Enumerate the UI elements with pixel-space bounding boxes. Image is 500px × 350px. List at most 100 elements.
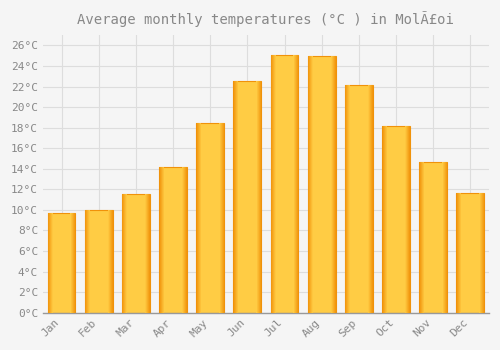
Bar: [108, 210, 109, 313]
Bar: [456, 194, 457, 313]
Bar: [443, 162, 444, 313]
Bar: [182, 167, 183, 313]
Bar: [70, 213, 71, 313]
Bar: [422, 162, 423, 313]
Bar: [196, 122, 224, 313]
Bar: [219, 122, 220, 313]
Bar: [309, 56, 310, 313]
Bar: [295, 55, 296, 313]
Bar: [161, 167, 162, 313]
Bar: [197, 122, 198, 313]
Bar: [71, 213, 72, 313]
Bar: [109, 210, 110, 313]
Bar: [371, 84, 372, 313]
Bar: [126, 195, 127, 313]
Bar: [405, 126, 406, 313]
Bar: [89, 210, 90, 313]
Bar: [333, 56, 334, 313]
Bar: [256, 82, 257, 313]
Bar: [236, 82, 237, 313]
Bar: [460, 194, 461, 313]
Bar: [482, 194, 483, 313]
Bar: [125, 195, 126, 313]
Bar: [147, 195, 148, 313]
Title: Average monthly temperatures (°C ) in MolÃ£oi: Average monthly temperatures (°C ) in Mo…: [78, 11, 454, 27]
Bar: [382, 126, 410, 313]
Bar: [385, 126, 386, 313]
Bar: [87, 210, 88, 313]
Bar: [146, 195, 147, 313]
Bar: [196, 122, 197, 313]
Bar: [311, 56, 312, 313]
Bar: [459, 194, 460, 313]
Bar: [308, 56, 309, 313]
Bar: [297, 55, 298, 313]
Bar: [419, 162, 447, 313]
Bar: [111, 210, 112, 313]
Bar: [308, 56, 336, 313]
Bar: [237, 82, 238, 313]
Bar: [49, 213, 50, 313]
Bar: [347, 84, 348, 313]
Bar: [334, 56, 335, 313]
Bar: [423, 162, 424, 313]
Bar: [86, 210, 87, 313]
Bar: [160, 167, 161, 313]
Bar: [383, 126, 384, 313]
Bar: [85, 210, 86, 313]
Bar: [122, 195, 123, 313]
Bar: [88, 210, 89, 313]
Bar: [370, 84, 371, 313]
Bar: [270, 55, 298, 313]
Bar: [221, 122, 222, 313]
Bar: [345, 84, 346, 313]
Bar: [384, 126, 385, 313]
Bar: [444, 162, 445, 313]
Bar: [259, 82, 260, 313]
Bar: [331, 56, 332, 313]
Bar: [124, 195, 125, 313]
Bar: [408, 126, 409, 313]
Bar: [183, 167, 184, 313]
Bar: [73, 213, 74, 313]
Bar: [149, 195, 150, 313]
Bar: [159, 167, 160, 313]
Bar: [445, 162, 446, 313]
Bar: [296, 55, 297, 313]
Bar: [110, 210, 111, 313]
Bar: [223, 122, 224, 313]
Bar: [274, 55, 275, 313]
Bar: [50, 213, 51, 313]
Bar: [386, 126, 387, 313]
Bar: [162, 167, 163, 313]
Bar: [409, 126, 410, 313]
Bar: [480, 194, 481, 313]
Bar: [75, 213, 76, 313]
Bar: [458, 194, 459, 313]
Bar: [372, 84, 373, 313]
Bar: [461, 194, 462, 313]
Bar: [271, 55, 272, 313]
Bar: [222, 122, 223, 313]
Bar: [275, 55, 276, 313]
Bar: [348, 84, 349, 313]
Bar: [483, 194, 484, 313]
Bar: [272, 55, 273, 313]
Bar: [369, 84, 370, 313]
Bar: [382, 126, 383, 313]
Bar: [48, 213, 76, 313]
Bar: [220, 122, 221, 313]
Bar: [235, 82, 236, 313]
Bar: [185, 167, 186, 313]
Bar: [148, 195, 149, 313]
Bar: [332, 56, 333, 313]
Bar: [407, 126, 408, 313]
Bar: [270, 55, 271, 313]
Bar: [312, 56, 313, 313]
Bar: [122, 195, 150, 313]
Bar: [457, 194, 458, 313]
Bar: [294, 55, 295, 313]
Bar: [310, 56, 311, 313]
Bar: [198, 122, 199, 313]
Bar: [346, 84, 347, 313]
